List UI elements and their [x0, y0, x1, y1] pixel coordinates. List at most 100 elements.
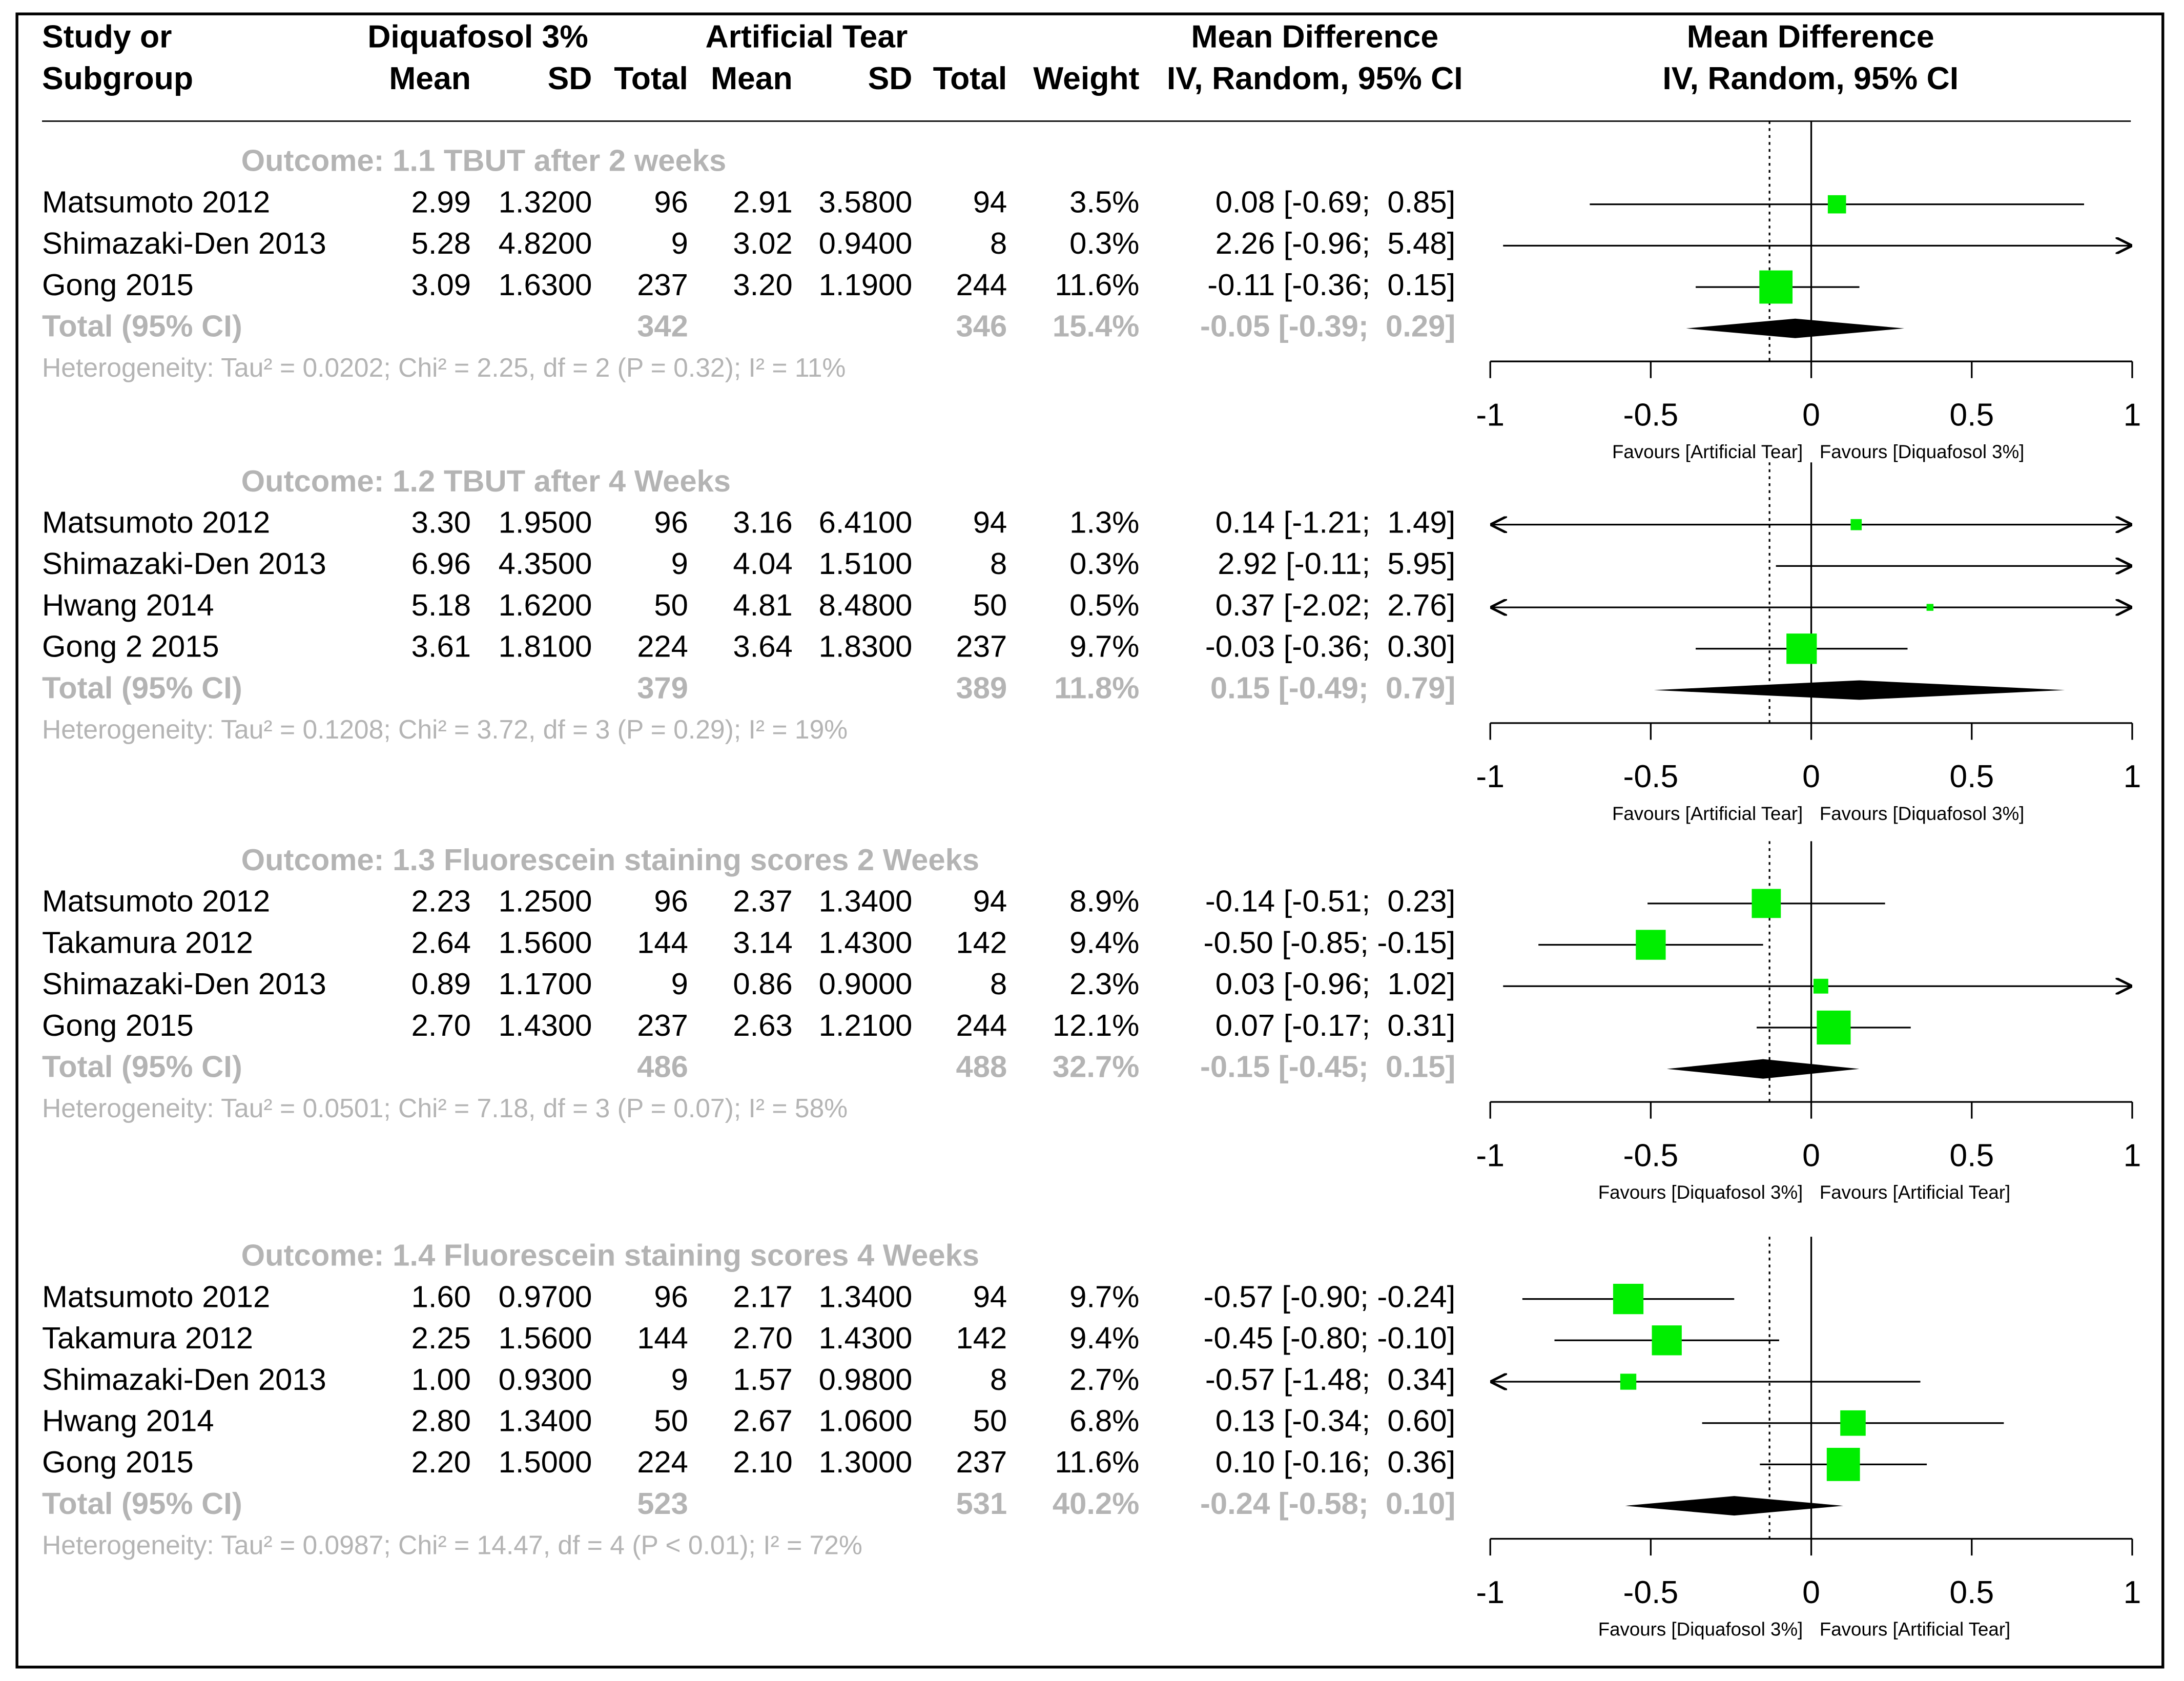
cell: 5.18 [411, 588, 471, 622]
study-name: Matsumoto 2012 [42, 884, 270, 918]
cell: 1.5600 [499, 925, 592, 959]
cell: 2.99 [411, 184, 471, 219]
cell: 237 [956, 1445, 1007, 1479]
cell: 3.09 [411, 268, 471, 302]
weight: 0.3% [1069, 546, 1139, 581]
ci: 0.08 [-0.69; 0.85] [1215, 184, 1456, 219]
cell: 3.02 [733, 226, 792, 260]
cell: 8.4800 [819, 588, 913, 622]
header-group: Artificial Tear [706, 19, 908, 55]
total-weight: 15.4% [1053, 309, 1139, 343]
cell: 94 [973, 505, 1007, 539]
cell: 4.81 [733, 588, 792, 622]
weight: 12.1% [1053, 1008, 1139, 1042]
study-box [1817, 1010, 1851, 1045]
study-box [1813, 978, 1828, 994]
total-label: Total (95% CI) [42, 1486, 242, 1521]
study-box [1826, 1448, 1860, 1481]
ci: -0.57 [-1.48; 0.34] [1205, 1362, 1455, 1397]
cell: 2.67 [733, 1404, 792, 1438]
frame [15, 12, 2165, 1669]
heterogeneity: Heterogeneity: Tau² = 0.0987; Chi² = 14.… [42, 1530, 862, 1560]
study-box [1636, 930, 1666, 960]
favours-left: Favours [Artificial Tear] [1612, 803, 1803, 824]
weight: 8.9% [1069, 884, 1139, 918]
cell: 2.37 [733, 884, 792, 918]
study-box [1926, 604, 1934, 611]
total-n: 531 [956, 1486, 1007, 1521]
total-weight: 32.7% [1053, 1049, 1139, 1083]
x-tick-label: 1 [2124, 758, 2141, 794]
cell: 237 [956, 629, 1007, 664]
x-tick-label: 0 [1802, 758, 1820, 794]
header-col: SD [868, 60, 913, 96]
cell: 1.60 [411, 1279, 471, 1314]
favours-left: Favours [Artificial Tear] [1612, 441, 1803, 462]
total-ci: 0.15 [-0.49; 0.79] [1210, 670, 1455, 705]
total-n: 346 [956, 309, 1007, 343]
cell: 237 [637, 268, 688, 302]
total-label: Total (95% CI) [42, 309, 242, 343]
ci: -0.57 [-0.90; -0.24] [1204, 1279, 1456, 1314]
x-tick-label: -0.5 [1623, 758, 1679, 794]
cell: 1.4300 [499, 1008, 592, 1042]
ci: -0.14 [-0.51; 0.23] [1205, 884, 1455, 918]
cell: 3.14 [733, 925, 792, 959]
x-tick-label: 0.5 [1949, 1574, 1994, 1610]
cell: 2.63 [733, 1008, 792, 1042]
cell: 3.64 [733, 629, 792, 664]
study-name: Hwang 2014 [42, 1404, 214, 1438]
favours-right: Favours [Artificial Tear] [1820, 1619, 2010, 1640]
cell: 1.4300 [819, 1321, 913, 1355]
cell: 237 [637, 1008, 688, 1042]
study-box [1786, 633, 1817, 664]
x-tick-label: 0.5 [1949, 397, 1994, 433]
cell: 144 [637, 925, 688, 959]
study-box [1613, 1283, 1644, 1315]
cell: 8 [990, 1362, 1007, 1397]
cell: 50 [654, 1404, 688, 1438]
total-n: 389 [956, 670, 1007, 705]
cell: 50 [973, 1404, 1007, 1438]
cell: 3.61 [411, 629, 471, 664]
subgroup-title: Outcome: 1.1 TBUT after 2 weeks [241, 144, 727, 178]
header-plot-sub: IV, Random, 95% CI [1662, 60, 1959, 96]
header-col: Weight [1033, 60, 1139, 96]
cell: 1.57 [733, 1362, 792, 1397]
x-tick-label: 0.5 [1949, 1137, 1994, 1173]
ci: -0.50 [-0.85; -0.15] [1204, 925, 1456, 959]
ci: 0.03 [-0.96; 1.02] [1215, 967, 1456, 1001]
cell: 142 [956, 925, 1007, 959]
cell: 1.00 [411, 1362, 471, 1397]
cell: 9 [671, 1362, 688, 1397]
cell: 3.30 [411, 505, 471, 539]
cell: 2.64 [411, 925, 471, 959]
total-weight: 11.8% [1054, 670, 1139, 705]
cell: 1.6300 [499, 268, 592, 302]
cell: 244 [956, 1008, 1007, 1042]
x-tick-label: -0.5 [1623, 397, 1679, 433]
x-tick-label: 0 [1802, 1137, 1820, 1173]
total-label: Total (95% CI) [42, 1049, 242, 1083]
header-col: Total [933, 60, 1007, 96]
header-md: Mean Difference [1191, 19, 1438, 55]
diamond [1686, 318, 1905, 338]
cell: 4.3500 [499, 546, 592, 581]
weight: 2.7% [1069, 1362, 1139, 1397]
header-col: IV, Random, 95% CI [1167, 60, 1463, 96]
header-col: SD [548, 60, 592, 96]
cell: 8 [990, 546, 1007, 581]
study-box [1652, 1325, 1682, 1356]
cell: 94 [973, 1279, 1007, 1314]
study-box [1620, 1373, 1637, 1390]
cell: 1.2500 [499, 884, 592, 918]
cell: 3.5800 [819, 184, 913, 219]
cell: 142 [956, 1321, 1007, 1355]
x-tick-label: -0.5 [1623, 1137, 1679, 1173]
cell: 1.5600 [499, 1321, 592, 1355]
favours-left: Favours [Diquafosol 3%] [1598, 1182, 1803, 1203]
x-tick-label: 1 [2124, 397, 2141, 433]
total-ci: -0.15 [-0.45; 0.15] [1200, 1049, 1455, 1083]
cell: 1.2100 [819, 1008, 913, 1042]
